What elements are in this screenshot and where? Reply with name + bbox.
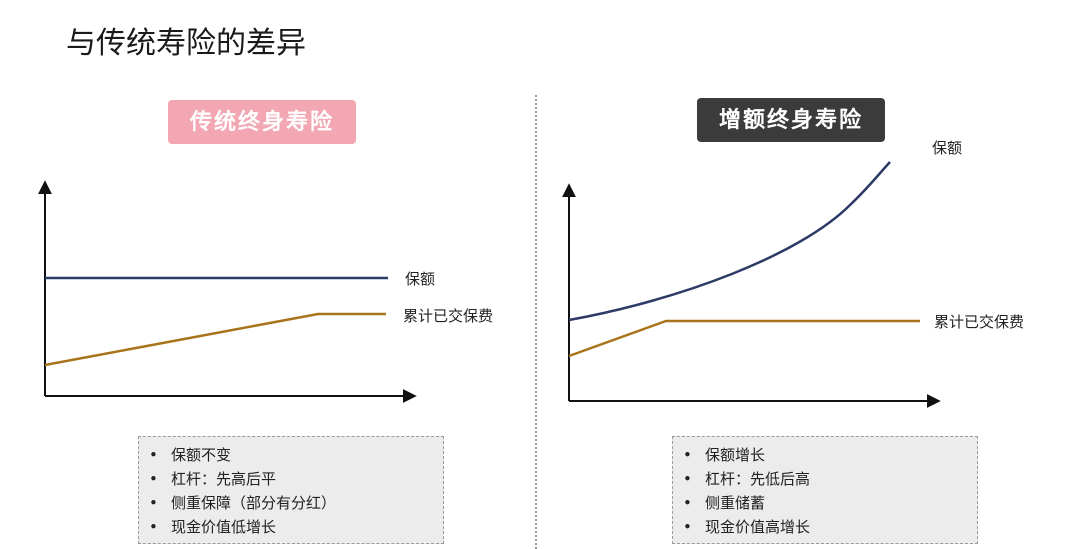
left-notes-box: • 保额不变 • 杠杆：先高后平 • 侧重保障（部分有分红） • 现金价值低增长: [138, 436, 444, 544]
left-coverage-label: 保额: [405, 270, 436, 288]
list-item: • 侧重保障（部分有分红）: [149, 491, 433, 515]
left-axes: [38, 180, 417, 403]
right-premium-label: 累计已交保费: [934, 313, 1025, 331]
bullet: •: [149, 494, 158, 512]
bullet: •: [683, 518, 692, 536]
bullet: •: [149, 470, 158, 488]
list-item: • 现金价值高增长: [683, 515, 967, 539]
list-item: • 现金价值低增长: [149, 515, 433, 539]
right-premium-line: [568, 319, 920, 358]
bullet: •: [683, 494, 692, 512]
left-premium-line: [44, 312, 386, 367]
right-axes: [562, 183, 941, 408]
left-premium-label: 累计已交保费: [403, 307, 494, 325]
right-notes-box: • 保额增长 • 杠杆：先低后高 • 侧重储蓄 • 现金价值高增长: [672, 436, 978, 544]
left-panel-title: 传统终身寿险: [168, 100, 356, 144]
list-item: • 保额不变: [149, 443, 433, 467]
bullet: •: [149, 446, 158, 464]
right-coverage-curve: [568, 161, 891, 322]
list-item: • 杠杆：先高后平: [149, 467, 433, 491]
right-coverage-label: 保额: [932, 139, 963, 157]
right-panel-title: 增额终身寿险: [697, 98, 885, 142]
bullet: •: [683, 470, 692, 488]
list-item: • 侧重储蓄: [683, 491, 967, 515]
bullet: •: [683, 446, 692, 464]
list-item: • 保额增长: [683, 443, 967, 467]
panel-divider: [535, 95, 537, 549]
page-title: 与传统寿险的差异: [66, 26, 306, 61]
bullet: •: [149, 518, 158, 536]
list-item: • 杠杆：先低后高: [683, 467, 967, 491]
